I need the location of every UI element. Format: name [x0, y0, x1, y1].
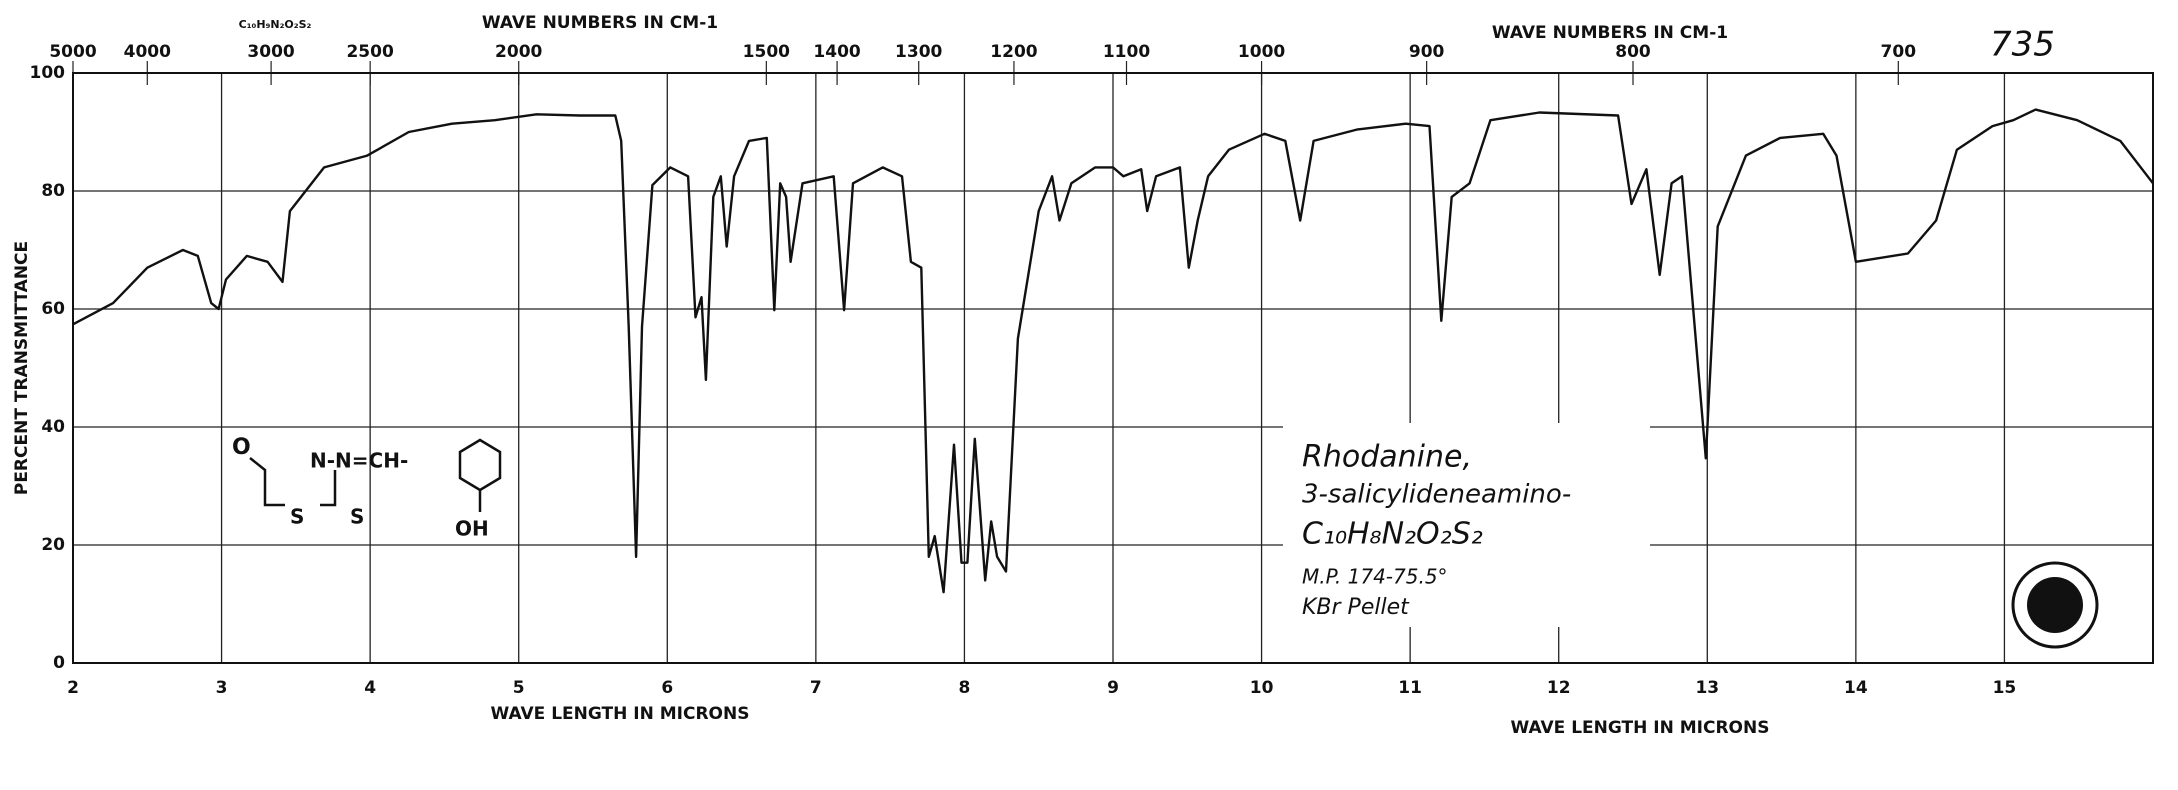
- x-tick-label: 12: [1547, 678, 1571, 698]
- x2-tick-label: 5000: [49, 42, 96, 62]
- ring-bond: [249, 457, 337, 507]
- y-tick-label: 60: [41, 299, 65, 319]
- x-tick-label: 3: [216, 678, 228, 698]
- x2-tick-label: 1100: [1103, 42, 1150, 62]
- y-tick-label: 20: [41, 535, 65, 555]
- logo-core: [2027, 577, 2083, 633]
- x-tick-label: 10: [1250, 678, 1274, 698]
- x2-axis-title: WAVE NUMBERS IN CM-1: [482, 13, 718, 33]
- x2-tick-label: 1300: [895, 42, 942, 62]
- formula: C₁₀H₈N₂O₂S₂: [1302, 517, 1483, 552]
- plot-frame: [72, 72, 2154, 664]
- structure-label: S: [350, 505, 364, 529]
- y-tick-label: 40: [41, 417, 65, 437]
- x2-tick-label: 1200: [990, 42, 1037, 62]
- spectrum-line: [72, 108, 2154, 594]
- x-tick-label: 6: [661, 678, 673, 698]
- x-tick-label: 4: [364, 678, 376, 698]
- x-tick-label: 5: [513, 678, 525, 698]
- x2-tick-label: 800: [1615, 42, 1651, 62]
- structure-label: N-N=CH-: [310, 449, 408, 473]
- x-tick-label: 9: [1107, 678, 1119, 698]
- x-tick-label: 13: [1695, 678, 1719, 698]
- sample-prep: KBr Pellet: [1302, 595, 1410, 620]
- y-tick-label: 80: [41, 181, 65, 201]
- x2-tick-label: 900: [1409, 42, 1445, 62]
- y-tick-label: 0: [53, 653, 65, 673]
- compound-subname: 3-salicylideneamino-: [1302, 480, 1571, 510]
- melting-point: M.P. 174-75.5°: [1302, 565, 1448, 589]
- x-tick-label: 14: [1844, 678, 1868, 698]
- x-tick-label: 8: [959, 678, 971, 698]
- x2-tick-label: 4000: [124, 42, 171, 62]
- top-formula: C₁₀H₉N₂O₂S₂: [239, 18, 312, 31]
- y-axis-title: PERCENT TRANSMITTANCE: [12, 241, 32, 495]
- x2-tick-label: 700: [1881, 42, 1917, 62]
- x-axis-title: WAVE LENGTH IN MICRONS: [1511, 718, 1770, 738]
- x2-tick-label: 3000: [247, 42, 294, 62]
- x2-tick-label: 2500: [346, 42, 393, 62]
- y-tick-label: 100: [30, 63, 66, 83]
- logo: [2011, 561, 2099, 649]
- structure: O N-N=CH- S S OH: [232, 435, 502, 541]
- x-axis-title: WAVE LENGTH IN MICRONS: [491, 704, 750, 724]
- axes: 0 20 40 60 80 100 2 3 4 5 6 7 8 9 10 11 12 13 14 15 5000 4000…: [30, 42, 2153, 698]
- annotation-box: Rhodanine, 3-salicylideneamino- C₁₀H₈N₂O…: [1283, 423, 1650, 627]
- structure-label: O: [232, 435, 251, 460]
- benzene-ring: [458, 438, 502, 492]
- x-tick-label: 11: [1398, 678, 1422, 698]
- compound-name: Rhodanine,: [1302, 440, 1472, 475]
- x2-tick-label: 1500: [743, 42, 790, 62]
- x2-tick-label: 1000: [1238, 42, 1285, 62]
- structure-label: S: [290, 505, 304, 529]
- x2-tick-label: 2000: [495, 42, 542, 62]
- x-tick-label: 15: [1993, 678, 2017, 698]
- x2-tick-label: 1400: [813, 42, 860, 62]
- x-tick-label: 2: [67, 678, 79, 698]
- catalog-number: 735: [1990, 25, 2055, 65]
- label-card: [1283, 423, 1650, 627]
- x-tick-label: 7: [810, 678, 822, 698]
- structure-label: OH: [455, 517, 489, 541]
- x2-axis-title: WAVE NUMBERS IN CM-1: [1492, 23, 1728, 43]
